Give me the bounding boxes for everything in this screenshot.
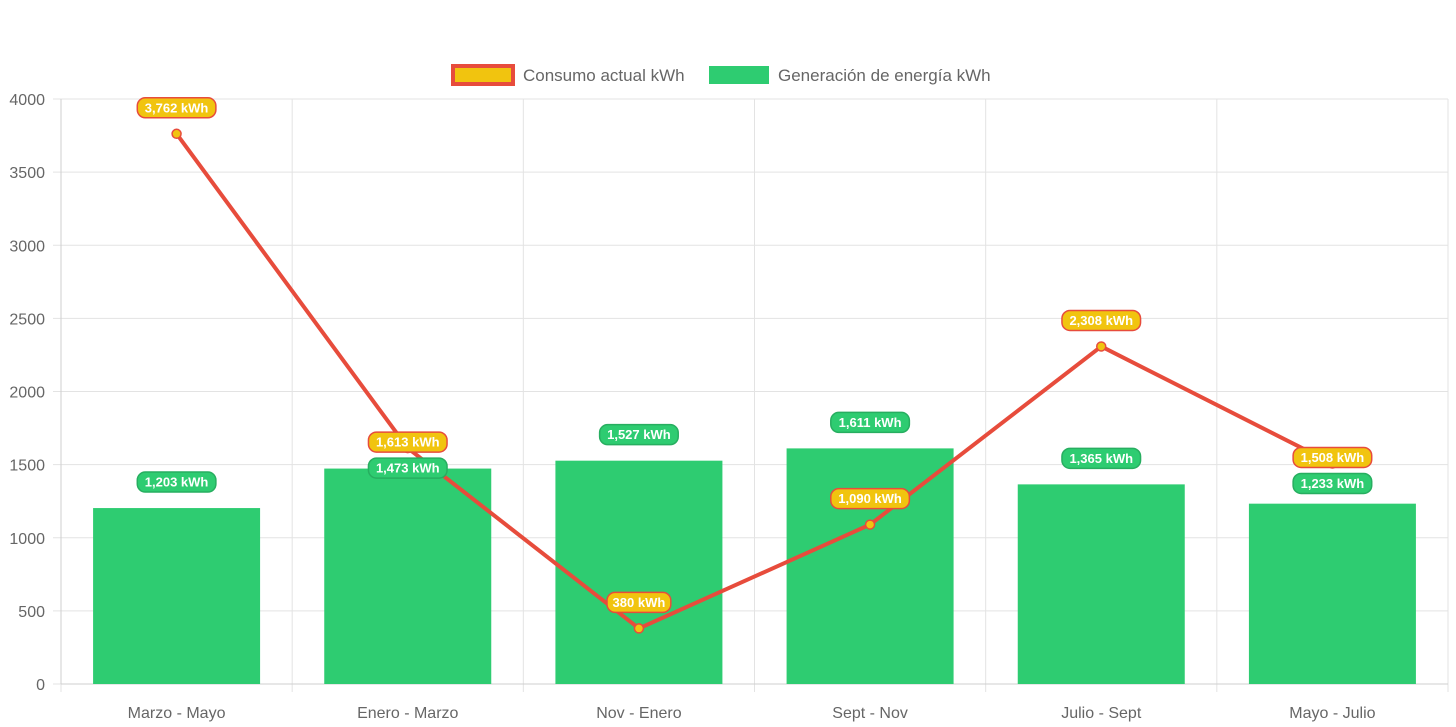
bar-value-label-text: 1,527 kWh <box>607 427 671 442</box>
legend-label-generacion: Generación de energía kWh <box>778 66 991 85</box>
line-value-label-text: 3,762 kWh <box>145 100 209 115</box>
bar-value-label: 1,611 kWh <box>830 411 911 434</box>
y-tick-label: 1000 <box>9 531 45 548</box>
bar-value-label: 1,365 kWh <box>1061 447 1142 470</box>
y-tick-label: 0 <box>36 677 45 694</box>
bar-value-label-text: 1,233 kWh <box>1301 476 1365 491</box>
bar <box>1248 503 1416 684</box>
grid <box>53 98 1449 692</box>
line-value-label: 1,090 kWh <box>830 487 911 510</box>
line-value-label: 1,508 kWh <box>1292 446 1373 469</box>
line-value-label-bg <box>1061 309 1142 332</box>
line-value-label-bg <box>367 431 448 453</box>
y-tick-label: 3500 <box>9 165 45 182</box>
line-point <box>864 519 876 530</box>
bar-series <box>93 448 1416 684</box>
x-tick-label: Julio - Sept <box>1061 705 1142 722</box>
x-tick-label: Mayo - Julio <box>1289 705 1375 722</box>
x-tick-label: Enero - Marzo <box>357 705 458 722</box>
line-value-label-text: 1,508 kWh <box>1301 450 1365 465</box>
line-point <box>1096 341 1107 352</box>
x-tick-label: Sept - Nov <box>832 705 908 722</box>
line-point <box>633 623 645 634</box>
x-tick-label: Nov - Enero <box>596 705 681 722</box>
line-value-label-text: 380 kWh <box>613 595 666 610</box>
bar-value-label-bg <box>1292 472 1373 495</box>
bar-value-label: 1,203 kWh <box>136 471 217 493</box>
bar <box>555 460 723 684</box>
y-tick-label: 500 <box>18 604 45 621</box>
line-value-label: 1,613 kWh <box>367 431 448 453</box>
legend-label-consumo: Consumo actual kWh <box>523 66 685 85</box>
line-value-label-text: 2,308 kWh <box>1069 313 1133 328</box>
line-value-label-bg <box>606 591 672 614</box>
bar-value-label-text: 1,473 kWh <box>376 461 440 476</box>
line-value-label-bg <box>136 97 217 119</box>
y-tick-label: 4000 <box>9 92 45 109</box>
legend-swatch-generacion <box>709 66 769 84</box>
y-tick-label: 1500 <box>9 458 45 475</box>
y-tick-label: 2500 <box>9 311 45 328</box>
bar-value-label-text: 1,365 kWh <box>1069 451 1133 466</box>
bar-value-label-text: 1,203 kWh <box>145 475 209 490</box>
axis-ticks: 0 500 1000 1500 2000 2500 3000 3500 4000 Marzo - … <box>9 92 1375 722</box>
bar-value-label-bg <box>136 471 217 493</box>
x-tick-label: Marzo - Mayo <box>128 705 226 722</box>
line-value-label: 380 kWh <box>606 591 672 614</box>
bar-value-label: 1,233 kWh <box>1292 472 1373 495</box>
legend-item-generacion[interactable]: Generación de energía kWh <box>709 66 991 85</box>
bar-value-label-bg <box>598 423 679 446</box>
legend-swatch-consumo <box>451 64 515 86</box>
y-tick-label: 2000 <box>9 385 45 402</box>
line-value-label: 2,308 kWh <box>1061 309 1142 332</box>
line-value-label: 3,762 kWh <box>136 97 217 119</box>
bar <box>93 508 261 684</box>
bar-value-label: 1,473 kWh <box>367 457 448 479</box>
bar-value-label-bg <box>1061 447 1142 470</box>
y-tick-label: 3000 <box>9 238 45 255</box>
bar-value-label-bg <box>367 457 448 479</box>
data-labels: 1,203 kWh 1,473 kWh 1,527 kWh 1,611 kWh 1,36… <box>136 97 1373 614</box>
consumption-line <box>174 132 1334 631</box>
line-value-label-bg <box>830 487 911 510</box>
line-value-label-text: 1,613 kWh <box>376 435 440 450</box>
legend[interactable]: Consumo actual kWh Generación de energía … <box>451 64 991 86</box>
line-value-label-bg <box>1292 446 1373 469</box>
line-point <box>171 128 182 140</box>
line-value-label-text: 1,090 kWh <box>838 491 902 506</box>
bar <box>324 468 492 684</box>
bar-value-label-bg <box>830 411 911 434</box>
bar-value-label-text: 1,611 kWh <box>839 415 902 430</box>
bar <box>786 448 954 684</box>
bar-value-label: 1,527 kWh <box>598 423 679 446</box>
legend-item-consumo[interactable]: Consumo actual kWh <box>451 64 685 86</box>
bar <box>1017 484 1185 684</box>
